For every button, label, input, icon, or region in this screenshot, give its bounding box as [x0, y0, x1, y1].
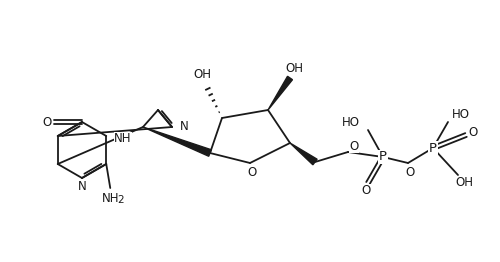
Text: O: O	[248, 166, 256, 179]
Text: N: N	[78, 179, 86, 193]
Polygon shape	[268, 76, 292, 110]
Polygon shape	[143, 127, 212, 156]
Text: OH: OH	[193, 68, 211, 80]
Text: N: N	[180, 121, 189, 134]
Text: O: O	[406, 166, 414, 179]
Text: OH: OH	[455, 177, 473, 189]
Text: O: O	[362, 184, 370, 198]
Text: O: O	[42, 116, 51, 128]
Text: P: P	[429, 141, 437, 155]
Text: O: O	[468, 125, 477, 139]
Text: 2: 2	[117, 195, 123, 205]
Text: P: P	[379, 150, 387, 163]
Text: NH: NH	[114, 133, 132, 145]
Text: OH: OH	[285, 62, 303, 74]
Text: HO: HO	[452, 108, 470, 122]
Text: NH: NH	[102, 192, 119, 205]
Text: O: O	[350, 139, 358, 152]
Text: HO: HO	[342, 117, 360, 129]
Polygon shape	[290, 143, 317, 165]
